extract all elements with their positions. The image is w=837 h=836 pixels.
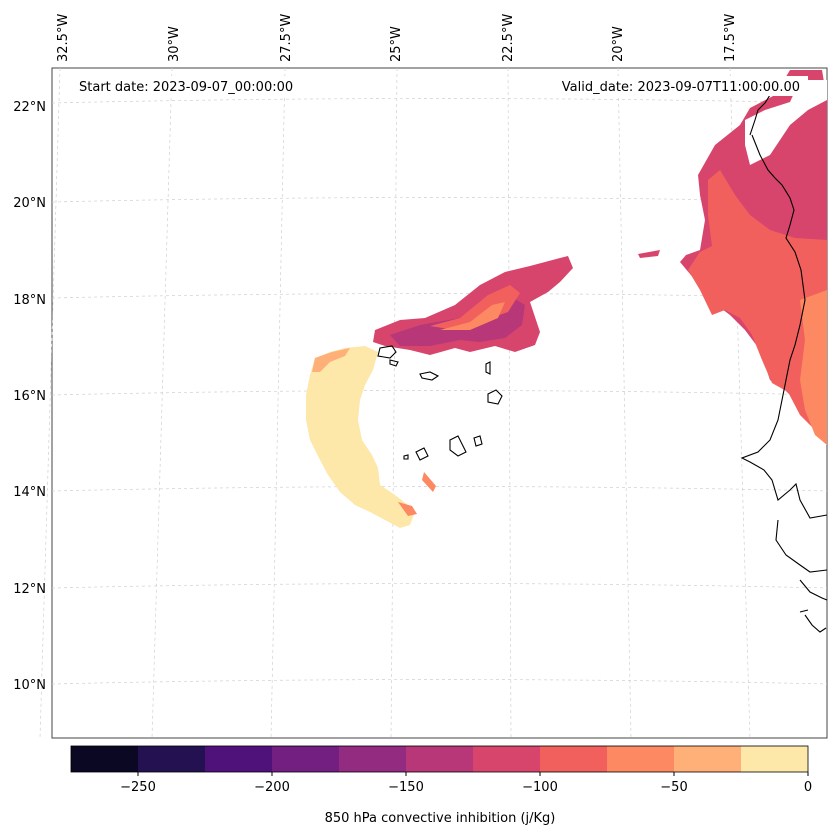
colorbar-swatch	[272, 746, 339, 772]
valid-date: Valid_date: 2023-09-07T11:00:00.00	[562, 80, 800, 95]
lon-label: 25°W	[389, 26, 404, 62]
island-outline	[485, 361, 491, 375]
colorbar-frame	[70, 745, 809, 773]
lon-label: 27.5°W	[279, 14, 294, 62]
lon-gridline	[390, 67, 398, 739]
start-date-box	[72, 76, 312, 96]
colorbar-swatch	[205, 746, 272, 772]
lat-label: 14°N	[13, 485, 46, 500]
colorbar-swatch	[138, 746, 205, 772]
cin-region	[688, 170, 827, 440]
colorbar-swatch	[406, 746, 473, 772]
colorbar-tick-label: −150	[388, 780, 424, 795]
colorbar-label: 850 hPa convective inhibition (j/Kg)	[325, 811, 556, 826]
lon-gridline	[151, 67, 173, 739]
lat-label: 12°N	[13, 582, 46, 597]
lon-gridline	[270, 67, 286, 739]
lat-label: 20°N	[13, 196, 46, 211]
african-coastline	[775, 519, 828, 633]
island-outline	[419, 371, 440, 381]
lat-label: 18°N	[13, 293, 46, 308]
cin-region	[638, 250, 660, 258]
cin-field	[306, 70, 827, 528]
lat-label: 10°N	[13, 678, 46, 693]
colorbar-tick-label: −100	[522, 780, 558, 795]
lon-label: 22.5°W	[501, 14, 516, 62]
lat-gridline	[51, 486, 828, 492]
lat-gridline	[51, 390, 828, 396]
lon-gridline	[39, 67, 61, 739]
lat-gridline	[51, 679, 828, 685]
gridlines	[39, 67, 828, 739]
lon-gridline	[729, 67, 751, 739]
colorbar-tick-label: 0	[804, 780, 812, 795]
lon-label: 20°W	[611, 26, 626, 62]
lat-label: 22°N	[13, 100, 46, 115]
lat-gridline	[51, 293, 828, 299]
colorbar-swatch	[473, 746, 540, 772]
colorbar-tick-label: −50	[660, 780, 687, 795]
lat-label: 16°N	[13, 389, 46, 404]
cin-gap	[745, 80, 827, 165]
island-outline	[403, 454, 409, 460]
cin-region	[306, 346, 415, 528]
cin-region	[440, 302, 505, 330]
colorbar: −250 −200 −150 −100 −50 0	[70, 745, 812, 795]
island-outline	[415, 447, 429, 461]
lat-gridline	[51, 197, 828, 203]
lon-gridline	[617, 67, 632, 739]
map-frame	[51, 67, 828, 739]
lon-label: 32.5°W	[56, 14, 71, 62]
island-outline	[487, 389, 503, 405]
colorbar-swatch	[71, 746, 138, 772]
cin-region	[398, 502, 417, 516]
colorbar-swatch	[339, 746, 406, 772]
colorbar-swatch	[674, 746, 741, 772]
lat-gridline	[51, 583, 828, 589]
colorbar-swatch	[607, 746, 674, 772]
start-date: Start date: 2023-09-07_00:00:00	[79, 80, 293, 95]
cin-region	[800, 290, 827, 445]
colorbar-swatch	[540, 746, 607, 772]
valid-date-box	[540, 76, 808, 96]
island-outline	[377, 345, 397, 359]
lon-label: 30°W	[167, 26, 182, 62]
lon-label: 17.5°W	[723, 14, 738, 62]
cin-region	[422, 472, 436, 492]
cin-region	[312, 348, 350, 372]
lat-gridline	[51, 98, 828, 104]
island-outline	[473, 435, 483, 447]
cin-region	[430, 285, 520, 330]
lon-gridline	[507, 67, 512, 739]
lon-labels: 32.5°W 30°W 27.5°W 25°W 22.5°W 20°W 17.5…	[56, 14, 738, 62]
island-outline	[449, 435, 467, 457]
colorbar-swatch	[741, 746, 808, 772]
colorbar-tick-label: −200	[254, 780, 290, 795]
lat-labels: 22°N 20°N 18°N 16°N 14°N 12°N 10°N	[13, 100, 46, 693]
island-outline	[389, 359, 399, 367]
colorbar-tick-label: −250	[120, 780, 156, 795]
